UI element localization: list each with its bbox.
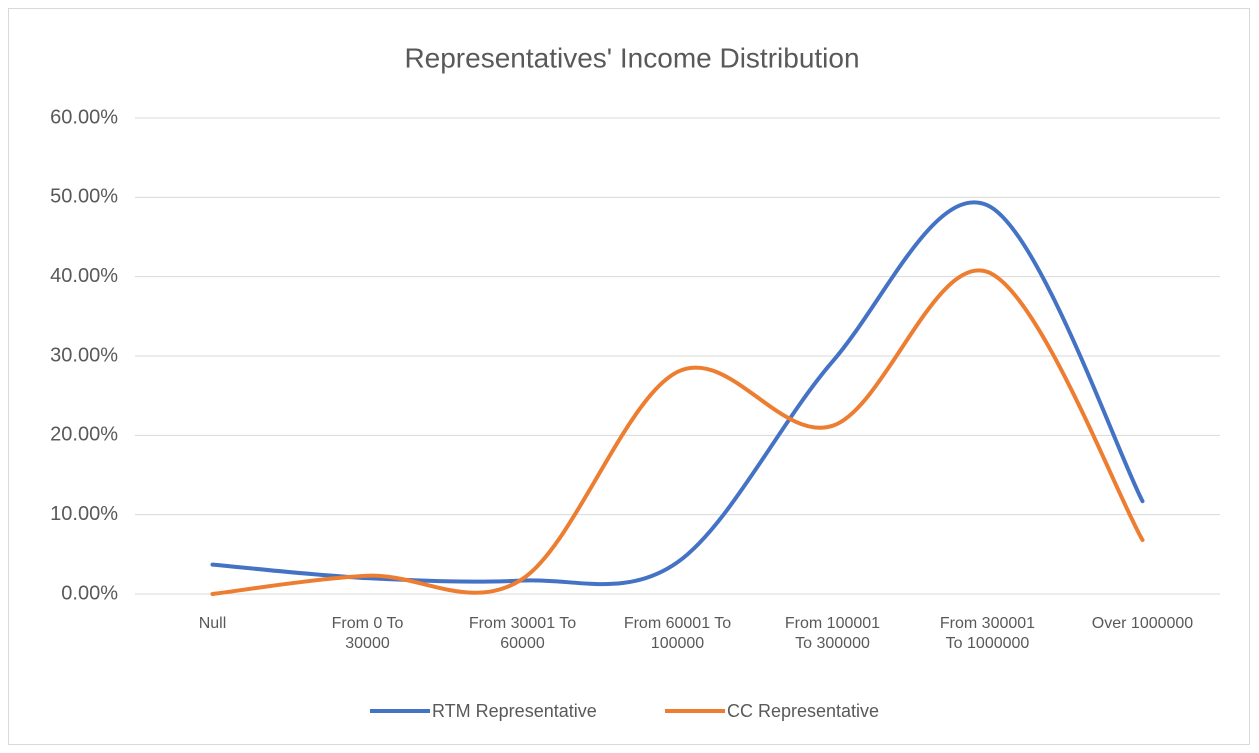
x-tick-label: From 100001 To 300000: [784, 615, 881, 652]
y-tick-label: 60.00%: [50, 106, 118, 128]
series-line: [210, 200, 1145, 587]
y-tick-label: 30.00%: [50, 344, 118, 366]
x-tick-label: From 300001 To 1000000: [939, 615, 1036, 652]
y-tick-label: 0.00%: [61, 582, 118, 604]
y-tick-label: 10.00%: [50, 503, 118, 525]
y-tick-label: 40.00%: [50, 265, 118, 287]
chart-border: [8, 8, 1250, 745]
x-tick-label: Null: [198, 615, 227, 632]
y-tick-label: 50.00%: [50, 186, 118, 208]
legend-label: CC Representative: [727, 701, 879, 721]
chart-title: Representatives' Income Distribution: [404, 42, 859, 73]
series-line: [210, 268, 1145, 596]
x-tick-label: From 60001 To 100000: [623, 615, 732, 652]
x-tick-label: Over 1000000: [1091, 615, 1194, 632]
legend-label: RTM Representative: [432, 701, 597, 721]
y-tick-label: 20.00%: [50, 424, 118, 446]
x-tick-label: From 0 To 30000: [331, 615, 404, 652]
x-tick-label: From 30001 To 60000: [468, 615, 577, 652]
